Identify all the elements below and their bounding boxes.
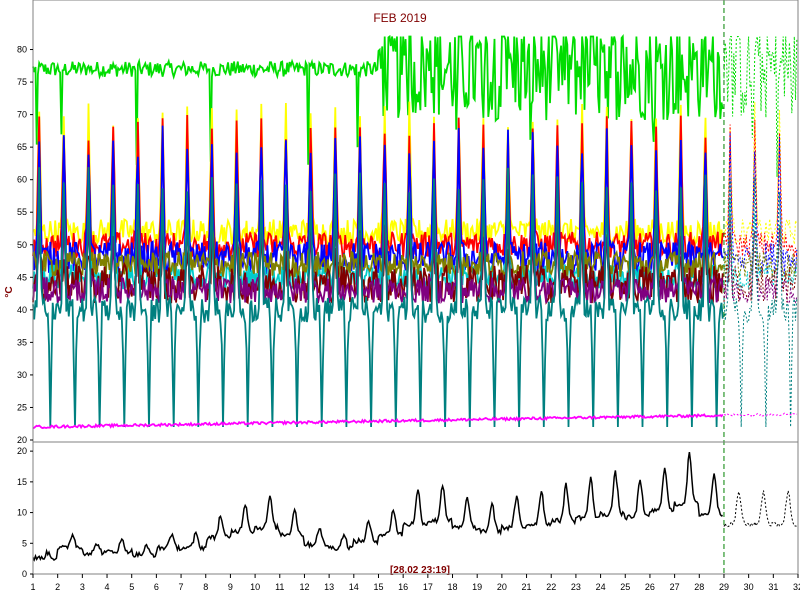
chart-title: FEB 2019 — [373, 11, 427, 25]
x-tick-label: 11 — [275, 582, 284, 592]
y-tick-label-upper: 25 — [17, 402, 27, 412]
series-line-forecast-2 — [723, 119, 798, 258]
x-tick-label: 15 — [373, 582, 383, 592]
timestamp-label: [28.02 23:19] — [390, 565, 450, 576]
x-tick-label: 3 — [80, 582, 85, 592]
x-tick-label: 17 — [423, 582, 433, 592]
axes — [30, 0, 799, 578]
x-tick-label: 16 — [398, 582, 408, 592]
upper-panel-series — [32, 34, 798, 430]
lower-series-line — [32, 451, 723, 562]
lower-series-forecast — [723, 490, 797, 528]
y-tick-label-upper: 60 — [17, 175, 27, 185]
x-tick-label: 7 — [179, 582, 184, 592]
x-tick-label: 8 — [203, 582, 208, 592]
series-line-forecast-1 — [723, 101, 798, 245]
x-tick-label: 9 — [228, 582, 233, 592]
series-line-9 — [32, 413, 724, 430]
series-line-forecast-7 — [723, 219, 798, 305]
series-line-8 — [32, 167, 724, 428]
tick-labels: 1 2 3 4 5 6 7 8 9 10 11 12 13 14 15 16 17 18 19 20 21 22 23 24 2… — [17, 45, 800, 592]
y-tick-label-lower: 15 — [17, 477, 27, 487]
series-line-0 — [32, 34, 724, 166]
y-tick-label-upper: 55 — [17, 207, 27, 217]
x-tick-label: 18 — [448, 582, 458, 592]
x-tick-label: 20 — [497, 582, 507, 592]
x-tick-label: 28 — [694, 582, 704, 592]
x-tick-label: 31 — [768, 582, 778, 592]
x-tick-label: 26 — [645, 582, 655, 592]
y-tick-label-upper: 65 — [17, 142, 27, 152]
y-tick-label-upper: 40 — [17, 305, 27, 315]
x-tick-label: 24 — [596, 582, 606, 592]
y-axis-label: °C — [4, 286, 15, 297]
x-tick-label: 1 — [30, 582, 35, 592]
x-tick-label: 4 — [105, 582, 110, 592]
x-tick-label: 2 — [55, 582, 60, 592]
y-tick-label-upper: 20 — [17, 435, 27, 445]
plot-frame — [32, 0, 799, 575]
x-tick-label: 14 — [349, 582, 359, 592]
y-tick-label-lower: 0 — [22, 569, 27, 579]
series-line-forecast-0 — [723, 36, 798, 177]
x-tick-label: 30 — [744, 582, 754, 592]
y-tick-label-upper: 50 — [17, 240, 27, 250]
y-tick-label-lower: 10 — [17, 508, 27, 518]
x-tick-label: 32 — [793, 582, 800, 592]
x-tick-label: 27 — [670, 582, 680, 592]
x-tick-label: 21 — [522, 582, 532, 592]
x-tick-label: 23 — [571, 582, 581, 592]
x-tick-label: 13 — [324, 582, 334, 592]
x-tick-label: 5 — [129, 582, 134, 592]
series-line-forecast-4 — [723, 199, 798, 291]
y-tick-label-lower: 20 — [17, 446, 27, 456]
x-tick-label: 10 — [250, 582, 260, 592]
y-tick-label-lower: 5 — [22, 538, 27, 548]
y-tick-label-upper: 75 — [17, 77, 27, 87]
series-line-forecast-3 — [723, 132, 798, 275]
y-tick-label-upper: 70 — [17, 110, 27, 120]
y-tick-label-upper: 80 — [17, 45, 27, 55]
y-tick-label-upper: 30 — [17, 370, 27, 380]
series-line-forecast-6 — [723, 232, 797, 303]
series-line-forecast-5 — [723, 214, 798, 277]
x-tick-label: 25 — [620, 582, 630, 592]
series-line-forecast-9 — [724, 412, 798, 417]
x-tick-label: 22 — [546, 582, 556, 592]
x-tick-label: 12 — [299, 582, 309, 592]
x-tick-label: 19 — [472, 582, 482, 592]
x-tick-label: 29 — [719, 582, 729, 592]
lower-panel-series — [32, 451, 797, 562]
x-tick-label: 6 — [154, 582, 159, 592]
y-tick-label-upper: 35 — [17, 337, 27, 347]
series-line-forecast-8 — [723, 177, 798, 428]
y-tick-label-upper: 45 — [17, 272, 27, 282]
